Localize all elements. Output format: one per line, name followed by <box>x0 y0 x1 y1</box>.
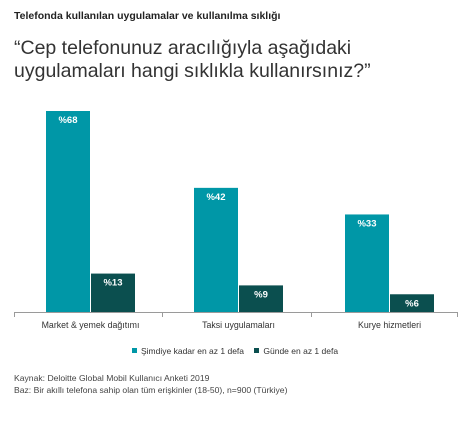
legend-label-daily: Günde en az 1 defa <box>263 346 339 356</box>
chart-footer: Kaynak: Deloitte Global Mobil Kullanıcı … <box>14 373 287 396</box>
data-label-daily-0: %13 <box>103 278 122 289</box>
category-label-0: Market & yemek dağıtımı <box>42 320 140 330</box>
data-label-ever-1: %42 <box>206 192 225 203</box>
legend-swatch-ever <box>132 348 137 354</box>
data-label-ever-0: %68 <box>58 115 77 126</box>
legend-label-ever: Şimdiye kadar en az 1 defa <box>141 346 245 356</box>
bar-daily-1 <box>239 285 283 312</box>
data-label-daily-1: %9 <box>254 289 268 300</box>
category-label-1: Taksi uygulamaları <box>202 320 275 330</box>
bar-daily-2 <box>390 294 434 312</box>
source-note: Kaynak: Deloitte Global Mobil Kullanıcı … <box>14 373 210 383</box>
survey-question: “Cep telefonunuz aracılığıyla aşağıdaki … <box>14 37 371 82</box>
base-note: Baz: Bir akıllı telefona sahip olan tüm … <box>14 384 288 395</box>
data-label-daily-2: %6 <box>405 298 419 309</box>
chart-header-title: Telefonda kullanılan uygulamalar ve kull… <box>14 10 281 22</box>
legend-item-daily: Günde en az 1 defa <box>254 346 338 356</box>
bar-chart: %68 %13 Market & yemek dağıtımı %42 %9 Taksi … <box>14 111 458 330</box>
bar-ever-0 <box>46 111 90 312</box>
bar-ever-2 <box>345 214 389 312</box>
chart-legend: Şimdiye kadar en az 1 defa Günde en az 1… <box>132 346 346 356</box>
legend-item-ever: Şimdiye kadar en az 1 defa <box>132 346 244 356</box>
bar-ever-1 <box>194 187 238 312</box>
legend-swatch-daily <box>254 348 260 354</box>
category-label-2: Kurye hizmetleri <box>358 320 421 330</box>
data-label-ever-2: %33 <box>357 218 376 229</box>
bar-daily-0 <box>91 273 135 312</box>
